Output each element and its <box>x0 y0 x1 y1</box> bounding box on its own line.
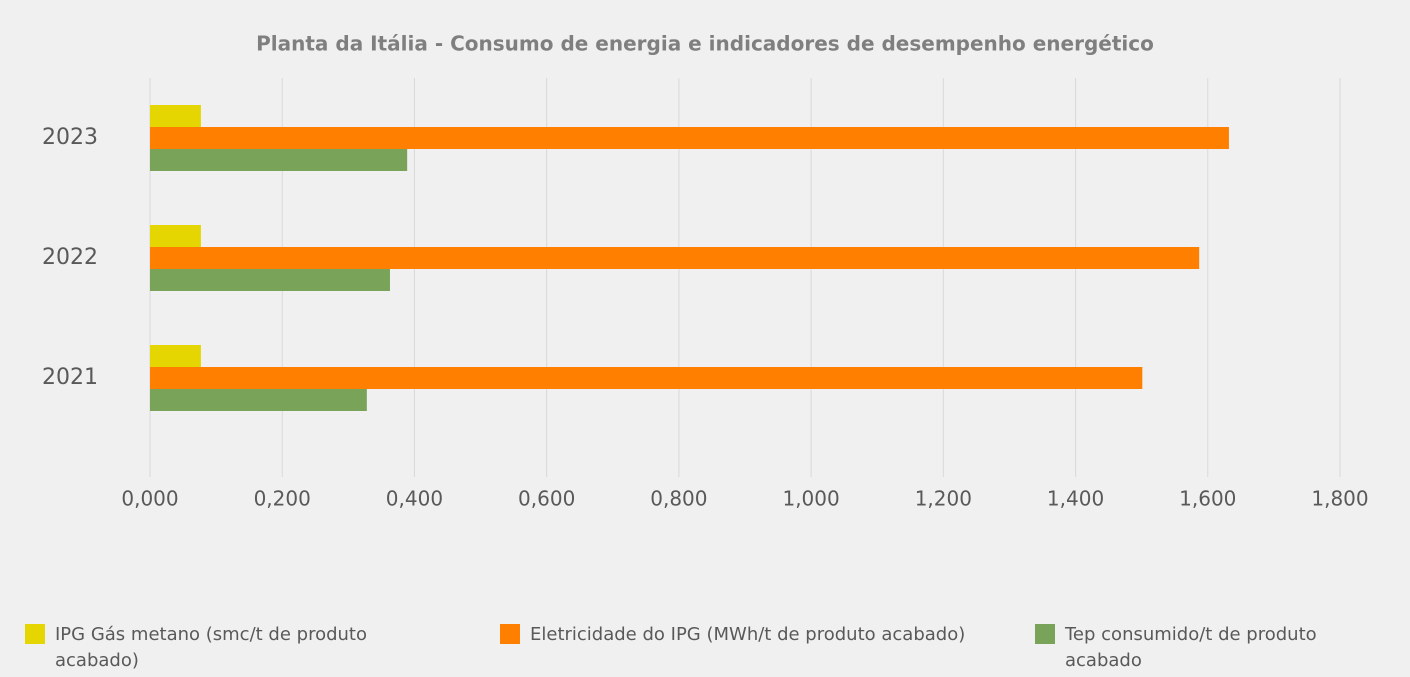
bar <box>150 367 1143 389</box>
x-tick-label: 1,000 <box>782 487 839 511</box>
legend-label: Eletricidade do IPG (MWh/t de produto ac… <box>530 624 966 645</box>
x-tick-label: 0,200 <box>254 487 311 511</box>
legend-item: IPG Gás metano (smc/t de produto acabado… <box>25 622 385 674</box>
bar <box>150 127 1229 149</box>
bar <box>150 269 390 291</box>
legend-swatch <box>500 624 520 644</box>
x-tick-label: 0,400 <box>386 487 443 511</box>
bar <box>150 389 367 411</box>
legend-swatch <box>1035 624 1055 644</box>
legend-item: Tep consumido/t de produto acabado <box>1035 622 1355 674</box>
bar <box>150 247 1200 269</box>
chart-title: Planta da Itália - Consumo de energia e … <box>256 32 1154 56</box>
x-tick-label: 0,000 <box>121 487 178 511</box>
x-tick-label: 1,800 <box>1311 487 1368 511</box>
x-tick-label: 0,800 <box>650 487 707 511</box>
legend-item: Eletricidade do IPG (MWh/t de produto ac… <box>500 622 1000 648</box>
y-tick-label: 2021 <box>42 365 98 390</box>
bar <box>150 149 408 171</box>
bar <box>150 225 201 247</box>
x-tick-label: 1,200 <box>915 487 972 511</box>
bar <box>150 105 201 127</box>
y-tick-label: 2023 <box>42 125 98 150</box>
x-tick-label: 1,600 <box>1179 487 1236 511</box>
legend-label: IPG Gás metano (smc/t de produto acabado… <box>55 624 367 671</box>
legend-label: Tep consumido/t de produto acabado <box>1065 624 1317 671</box>
legend-swatch <box>25 624 45 644</box>
bar <box>150 345 201 367</box>
x-tick-label: 1,400 <box>1047 487 1104 511</box>
y-tick-label: 2022 <box>42 245 98 270</box>
x-tick-label: 0,600 <box>518 487 575 511</box>
